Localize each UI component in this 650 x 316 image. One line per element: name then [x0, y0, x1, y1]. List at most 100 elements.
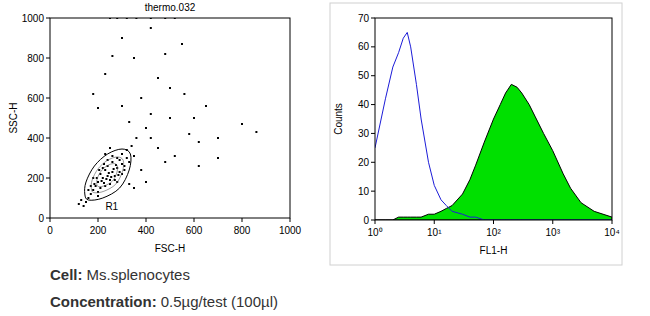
scatter-point: [119, 159, 121, 161]
scatter-point: [255, 131, 257, 133]
scatter-point: [174, 155, 176, 157]
x-tick: [242, 218, 243, 222]
x-tick-label: 10⁴: [604, 227, 619, 238]
scatter-point: [90, 193, 92, 195]
scatter-point: [169, 87, 171, 89]
scatter-point: [145, 181, 147, 183]
y-tick: [371, 133, 375, 134]
x-tick: [194, 218, 195, 222]
gate-label: R1: [105, 201, 118, 212]
gate-contour: [91, 157, 124, 193]
y-tick-label: 0: [363, 215, 369, 226]
scatter-point: [164, 53, 166, 55]
scatter-point: [128, 183, 130, 185]
scatter-point: [104, 169, 106, 171]
area-series: [375, 84, 612, 220]
scatter-point: [103, 182, 105, 184]
axes: 01020304050607010⁰10¹10²10³10⁴FL1-HCount…: [333, 13, 620, 257]
x-tick: [146, 218, 147, 222]
x-tick: [493, 220, 494, 224]
gate: [85, 149, 131, 200]
scatter-point: [110, 176, 112, 178]
scatter-point: [78, 203, 80, 205]
caption-label: Cell:: [50, 266, 83, 283]
y-tick: [371, 104, 375, 105]
scatter-point: [164, 161, 166, 163]
y-tick: [371, 18, 375, 19]
y-tick: [371, 46, 375, 47]
scatter-point: [205, 105, 207, 107]
caption: Concentration:0.5µg/test (100µl): [50, 293, 278, 310]
scatter-point: [97, 181, 99, 183]
y-tick-label: 400: [27, 133, 44, 144]
axes: 0200400600800100002004006008001000FSC-HS…: [8, 2, 302, 254]
y-tick-label: 600: [27, 93, 44, 104]
y-tick: [46, 58, 50, 59]
x-tick: [290, 218, 291, 222]
scatter-point: [131, 145, 133, 147]
scatter-point: [107, 175, 109, 177]
caption: Cell:Ms.splenocytes: [50, 266, 190, 283]
scatter-point: [126, 157, 128, 159]
x-tick-label: 0: [47, 225, 53, 236]
y-tick-label: 70: [358, 13, 370, 24]
scatter-point: [80, 199, 82, 201]
scatter-point: [97, 107, 99, 109]
plot-frame: [375, 18, 612, 220]
scatter-point: [109, 147, 111, 149]
y-tick: [46, 218, 50, 219]
y-tick: [46, 178, 50, 179]
scatter-point: [90, 185, 92, 187]
x-tick: [612, 220, 613, 224]
x-tick: [50, 218, 51, 222]
x-tick-label: 600: [186, 225, 203, 236]
scatter-point: [157, 147, 159, 149]
y-tick: [46, 98, 50, 99]
y-tick-label: 20: [358, 157, 370, 168]
y-tick-label: 60: [358, 41, 370, 52]
scatter-point: [188, 133, 190, 135]
y-tick-label: 40: [358, 99, 370, 110]
scatter-point: [111, 55, 113, 57]
scatter-point: [150, 27, 152, 29]
y-tick: [371, 220, 375, 221]
scatter-point: [111, 155, 113, 157]
scatter-point: [87, 189, 89, 191]
scatter-point: [241, 123, 243, 125]
y-tick-label: 50: [358, 70, 370, 81]
y-tick-label: 800: [27, 53, 44, 64]
scatter-point: [105, 178, 107, 180]
scatter-point: [157, 77, 159, 79]
x-axis-label: FSC-H: [155, 243, 186, 254]
scatter-point: [102, 177, 104, 179]
x-tick-label: 10⁰: [367, 227, 382, 238]
scatter-point: [121, 153, 123, 155]
x-tick-label: 10³: [546, 227, 561, 238]
scatter-point: [92, 93, 94, 95]
scatter-point: [97, 195, 99, 197]
scatter-point: [85, 201, 87, 203]
x-tick: [98, 218, 99, 222]
y-tick-label: 30: [358, 128, 370, 139]
x-tick-label: 10¹: [427, 227, 442, 238]
scatter-point: [87, 197, 89, 199]
x-axis-label: FL1-H: [480, 245, 508, 256]
scatter-point: [98, 169, 100, 171]
scatter-point: [133, 57, 135, 59]
x-tick-label: 200: [90, 225, 107, 236]
chart-title: thermo.032: [145, 2, 196, 13]
scatter-point: [111, 171, 113, 173]
x-tick-label: 400: [138, 225, 155, 236]
x-tick: [375, 220, 376, 224]
scatter-point: [111, 161, 113, 163]
scatter-point: [113, 168, 115, 170]
y-tick-label: 0: [38, 213, 44, 224]
plot-frame: [50, 18, 290, 218]
scatter-point: [116, 157, 118, 159]
line-series: [375, 32, 612, 220]
scatter-point: [217, 157, 219, 159]
scatter-point: [121, 105, 123, 107]
scatter-point: [217, 137, 219, 139]
scatter-point: [95, 185, 97, 187]
y-tick: [371, 191, 375, 192]
